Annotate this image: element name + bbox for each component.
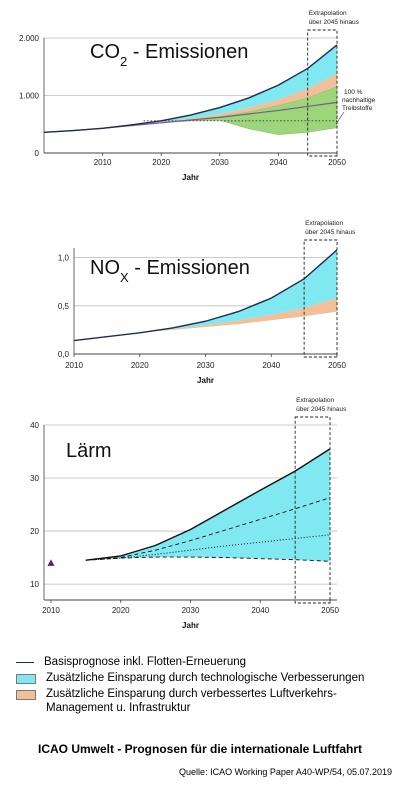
chart-title-rest: - Emissionen [127, 41, 248, 63]
y-tick-label: 20 [30, 527, 39, 536]
chart-title: CO2 - Emissionen [90, 41, 248, 69]
x-tick-label: 2030 [197, 361, 215, 370]
x-tick-label: 2010 [94, 158, 112, 167]
series-line-base [73, 249, 338, 342]
chart-panel-2: 0,0 0,5 1,0 2010 2020 2030 2040 2050 Jahr Extrapo… [58, 220, 356, 385]
annotation-line-2: nachhaltige [342, 97, 376, 104]
band-tech-savings [74, 249, 337, 341]
chart-title: NOX - Emissionen [90, 257, 250, 285]
y-tick-label: 40 [30, 421, 39, 430]
y-tick-label: 0,5 [58, 302, 70, 311]
legend-item-base: Basisprognose inkl. Flotten-Erneuerung [16, 655, 396, 669]
legend-orange-swatch [16, 690, 36, 700]
legend-item-atm: Zusätzliche Einsparung durch verbesserte… [16, 687, 396, 715]
footer-source: Quelle: ICAO Working Paper A40-WP/54, 05… [179, 767, 392, 777]
y-tick-label: 2.000 [19, 34, 40, 43]
x-tick-label: 2020 [152, 158, 170, 167]
series-line-dashed-upper [85, 497, 331, 561]
extrapolation-label-line-1: Extrapolation [305, 220, 343, 227]
legend-label-atm: Zusätzliche Einsparung durch verbesserte… [46, 688, 337, 714]
extrapolation-label-line-1: Extrapolation [296, 397, 334, 404]
y-tick-label: 1,0 [58, 254, 70, 263]
y-tick-label: 10 [30, 580, 39, 589]
x-tick-label: 2010 [65, 361, 83, 370]
x-tick-label: 2040 [251, 606, 269, 615]
x-tick-label: 2020 [131, 361, 149, 370]
x-tick-label: 2030 [211, 158, 229, 167]
legend-item-tech: Zusätzliche Einsparung durch technologis… [16, 671, 396, 685]
data-marker-2010 [47, 559, 55, 566]
legend: Basisprognose inkl. Flotten-Erneuerung Z… [16, 655, 396, 717]
x-tick-label: 2050 [321, 606, 339, 615]
x-axis-title: Jahr [197, 376, 214, 385]
band-tech-savings [85, 448, 331, 562]
y-tick-label: 0 [35, 149, 40, 158]
series-line-base [43, 44, 338, 133]
chart-panel-1: 0 1.000 2.000 2010 2020 2030 2040 2050 Jahr 100 %… [19, 10, 376, 182]
legend-cyan-swatch [16, 674, 36, 684]
x-tick-label: 2020 [112, 606, 130, 615]
series-line-base [85, 448, 331, 561]
legend-label-tech: Zusätzliche Einsparung durch technologis… [46, 672, 365, 684]
legend-label-base: Basisprognose inkl. Flotten-Erneuerung [44, 656, 247, 668]
y-tick-label: 30 [30, 474, 39, 483]
annotation-line-3: Treibstoffe [342, 105, 373, 112]
x-axis-title: Jahr [182, 621, 199, 630]
x-tick-label: 2050 [328, 361, 346, 370]
series-line-dashed-lower [85, 556, 331, 562]
x-tick-label: 2010 [42, 606, 60, 615]
band-tech-savings [44, 44, 337, 133]
y-tick-label: 0,0 [58, 350, 70, 359]
extrapolation-label-line-2: über 2045 hinaus [309, 19, 360, 26]
series-line-dotted-middle [85, 534, 331, 561]
extrapolation-box [303, 239, 338, 358]
chart-title-subscript: X [120, 270, 129, 285]
extrapolation-box [307, 29, 338, 157]
x-tick-label: 2030 [182, 606, 200, 615]
band-atm-savings [44, 73, 337, 133]
annotation-line-1: 100 % [344, 89, 363, 96]
x-tick-label: 2040 [262, 361, 280, 370]
extrapolation-label-line-1: Extrapolation [309, 10, 347, 17]
chart-title: Lärm [66, 440, 112, 462]
chart-title-subscript: 2 [120, 54, 127, 69]
footer-title: ICAO Umwelt - Prognosen für die internat… [37, 742, 362, 756]
x-axis-title: Jahr [182, 173, 199, 182]
legend-line-swatch [16, 662, 34, 663]
y-tick-label: 1.000 [19, 92, 40, 101]
chart-title-rest: - Emissionen [129, 257, 250, 279]
extrapolation-label-line-2: über 2045 hinaus [296, 406, 347, 413]
extrapolation-box [294, 416, 331, 604]
x-tick-label: 2040 [270, 158, 288, 167]
extrapolation-label-line-2: über 2045 hinaus [305, 229, 356, 236]
x-tick-label: 2050 [328, 158, 346, 167]
